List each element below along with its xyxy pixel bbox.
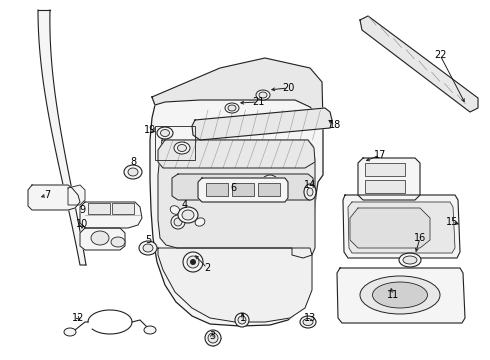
Ellipse shape — [205, 330, 221, 346]
Text: 21: 21 — [252, 97, 264, 107]
Text: 6: 6 — [230, 183, 236, 193]
Ellipse shape — [161, 130, 170, 136]
Polygon shape — [158, 140, 315, 258]
Ellipse shape — [187, 256, 199, 268]
Polygon shape — [28, 185, 80, 210]
Text: 17: 17 — [374, 150, 386, 160]
Bar — [365, 180, 405, 193]
Polygon shape — [348, 202, 455, 253]
Text: 4: 4 — [182, 200, 188, 210]
Ellipse shape — [238, 316, 246, 324]
Ellipse shape — [182, 210, 194, 220]
Ellipse shape — [174, 142, 190, 154]
Bar — [258, 183, 280, 196]
Ellipse shape — [399, 253, 421, 267]
Text: 9: 9 — [79, 205, 85, 215]
Text: 11: 11 — [387, 290, 399, 300]
Polygon shape — [80, 202, 142, 228]
Ellipse shape — [265, 179, 275, 189]
Text: 13: 13 — [304, 313, 316, 323]
Text: 12: 12 — [72, 313, 84, 323]
Text: 10: 10 — [76, 219, 88, 229]
Ellipse shape — [91, 231, 109, 245]
Ellipse shape — [174, 218, 182, 226]
Ellipse shape — [190, 259, 196, 265]
Ellipse shape — [139, 241, 157, 255]
Text: 18: 18 — [329, 120, 341, 130]
Text: 20: 20 — [282, 83, 294, 93]
Text: 22: 22 — [434, 50, 446, 60]
Polygon shape — [172, 174, 314, 200]
Polygon shape — [358, 158, 420, 200]
Polygon shape — [38, 10, 86, 265]
Bar — [155, 126, 195, 160]
Ellipse shape — [307, 188, 313, 196]
Ellipse shape — [195, 218, 205, 226]
Ellipse shape — [128, 168, 138, 176]
Ellipse shape — [360, 276, 440, 314]
Ellipse shape — [171, 215, 185, 229]
Bar — [112, 203, 134, 214]
Text: 3: 3 — [209, 331, 215, 341]
Ellipse shape — [177, 144, 187, 152]
Polygon shape — [337, 268, 465, 323]
Text: 14: 14 — [304, 180, 316, 190]
Bar — [88, 203, 110, 214]
Ellipse shape — [300, 316, 316, 328]
Ellipse shape — [178, 207, 198, 223]
Ellipse shape — [64, 328, 76, 336]
Ellipse shape — [208, 333, 218, 343]
Text: 7: 7 — [44, 190, 50, 200]
Ellipse shape — [111, 237, 125, 247]
Ellipse shape — [256, 90, 270, 100]
Ellipse shape — [235, 313, 249, 327]
Ellipse shape — [372, 282, 427, 308]
Bar — [232, 183, 254, 196]
Polygon shape — [80, 228, 125, 250]
Polygon shape — [350, 208, 430, 248]
Polygon shape — [192, 108, 332, 140]
Polygon shape — [198, 178, 288, 202]
Ellipse shape — [304, 184, 316, 200]
Text: 16: 16 — [414, 233, 426, 243]
Polygon shape — [150, 97, 323, 326]
Text: 5: 5 — [145, 235, 151, 245]
Polygon shape — [360, 16, 478, 112]
Ellipse shape — [170, 206, 180, 214]
Polygon shape — [158, 140, 315, 168]
Text: 8: 8 — [130, 157, 136, 167]
Ellipse shape — [261, 175, 279, 193]
Ellipse shape — [157, 127, 173, 139]
Ellipse shape — [124, 165, 142, 179]
Polygon shape — [158, 248, 312, 322]
Ellipse shape — [228, 105, 236, 111]
Ellipse shape — [259, 92, 267, 98]
Ellipse shape — [144, 326, 156, 334]
Ellipse shape — [403, 256, 417, 264]
Ellipse shape — [225, 103, 239, 113]
Text: 19: 19 — [144, 125, 156, 135]
Polygon shape — [343, 195, 460, 258]
Ellipse shape — [183, 252, 203, 272]
Polygon shape — [68, 185, 85, 205]
Polygon shape — [152, 58, 323, 122]
Text: 15: 15 — [446, 217, 458, 227]
Ellipse shape — [143, 244, 153, 252]
Text: 1: 1 — [240, 313, 246, 323]
Text: 2: 2 — [204, 263, 210, 273]
Ellipse shape — [303, 319, 313, 325]
Bar — [365, 163, 405, 176]
Bar — [206, 183, 228, 196]
